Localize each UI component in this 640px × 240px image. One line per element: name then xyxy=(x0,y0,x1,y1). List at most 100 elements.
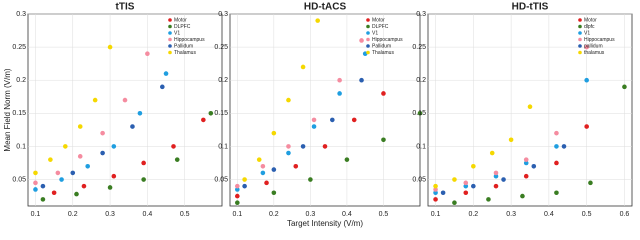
point xyxy=(486,197,491,202)
point xyxy=(260,170,266,176)
point xyxy=(174,157,180,162)
point xyxy=(493,173,499,179)
point xyxy=(81,183,87,189)
point xyxy=(452,200,457,205)
y-tick-label: 0.15 xyxy=(412,110,426,117)
legend-marker xyxy=(578,31,582,35)
legend-label: Thalamus xyxy=(174,50,196,56)
point xyxy=(554,130,559,136)
point xyxy=(63,144,68,149)
point xyxy=(452,177,457,182)
legend-label: Thalamus xyxy=(372,50,394,56)
legend-marker xyxy=(168,31,172,35)
plot-area xyxy=(427,13,633,207)
point xyxy=(330,117,335,123)
y-tick-label: 0.25 xyxy=(412,44,426,51)
point xyxy=(141,177,146,182)
point xyxy=(85,163,90,169)
point xyxy=(584,44,589,50)
point xyxy=(286,144,291,149)
y-tick-label: 0.3 xyxy=(16,11,26,18)
point xyxy=(417,111,423,116)
legend-marker xyxy=(366,44,370,48)
point xyxy=(235,187,240,192)
point xyxy=(471,163,476,169)
point xyxy=(359,38,364,43)
point xyxy=(584,124,589,129)
point xyxy=(235,193,240,199)
x-tick-label: 0.4 xyxy=(143,211,153,218)
point xyxy=(256,157,262,162)
y-tick-label: 0.2 xyxy=(16,77,26,84)
point xyxy=(554,190,559,196)
point xyxy=(381,137,386,143)
point xyxy=(264,180,269,186)
legend-marker xyxy=(366,24,370,29)
point xyxy=(308,177,313,182)
point xyxy=(523,173,529,179)
y-tick-label: 0.2 xyxy=(218,77,228,84)
point xyxy=(271,167,277,172)
legend-label: V1 xyxy=(174,30,180,36)
legend-marker xyxy=(366,37,370,42)
legend-label: dlpfc xyxy=(584,24,595,30)
x-tick-label: 0.1 xyxy=(431,211,441,218)
y-tick-label: 0.05 xyxy=(12,176,26,183)
x-tick-label: 0.5 xyxy=(379,211,389,218)
x-tick-label: 0.2 xyxy=(68,211,78,218)
point xyxy=(77,124,83,129)
point xyxy=(260,163,266,169)
y-axis-label: Mean Field Norm (V/m) xyxy=(3,68,12,151)
point xyxy=(235,200,240,205)
point xyxy=(433,187,438,192)
point xyxy=(300,64,306,70)
legend-marker xyxy=(578,50,582,55)
point xyxy=(463,180,469,186)
y-tick-label: 0.3 xyxy=(416,11,426,18)
figure: 0.05 0.1 0.15 0.2 0.25 0.3 0.1 0.2 0.3 0.4 0.5 tTIS… xyxy=(3,2,633,228)
y-tick-label: 0.2 xyxy=(416,77,426,84)
point xyxy=(137,111,143,116)
point xyxy=(433,183,438,189)
y-tick-label: 0.3 xyxy=(218,11,228,18)
point xyxy=(337,77,342,83)
legend-label: DLPFC xyxy=(174,24,191,30)
point xyxy=(160,84,165,90)
y-tick-label: 0.05 xyxy=(412,176,426,183)
point xyxy=(208,111,214,116)
x-tick-label: 0.2 xyxy=(468,211,478,218)
legend-label: thalamus xyxy=(584,50,605,56)
legend-label: V1 xyxy=(372,30,378,36)
point xyxy=(554,144,559,149)
x-tick-label: 0.4 xyxy=(342,211,352,218)
legend-label: Hippocampus xyxy=(174,37,205,43)
point xyxy=(40,197,46,202)
x-tick-label: 0.1 xyxy=(31,211,41,218)
point xyxy=(242,177,247,182)
point xyxy=(271,130,277,136)
legend-marker xyxy=(168,24,172,29)
point xyxy=(351,117,357,123)
y-tick-label: 0.15 xyxy=(12,110,26,117)
point xyxy=(100,150,105,156)
point xyxy=(433,190,438,196)
point xyxy=(48,157,53,162)
point xyxy=(315,18,320,23)
point xyxy=(100,130,105,136)
legend-label: Pallidum xyxy=(174,43,193,49)
x-tick-label: 0.2 xyxy=(269,211,279,218)
panel-title: HD-tACS xyxy=(304,2,347,13)
legend-marker xyxy=(168,44,172,48)
point xyxy=(286,97,291,103)
point xyxy=(463,183,469,189)
point xyxy=(344,157,350,162)
point xyxy=(33,180,38,186)
legend-marker xyxy=(168,18,172,22)
point xyxy=(33,170,38,176)
x-tick-label: 0.5 xyxy=(180,211,190,218)
point xyxy=(70,170,76,176)
point xyxy=(520,193,525,199)
legend-marker xyxy=(366,50,370,55)
point xyxy=(440,190,446,196)
point xyxy=(242,183,247,189)
